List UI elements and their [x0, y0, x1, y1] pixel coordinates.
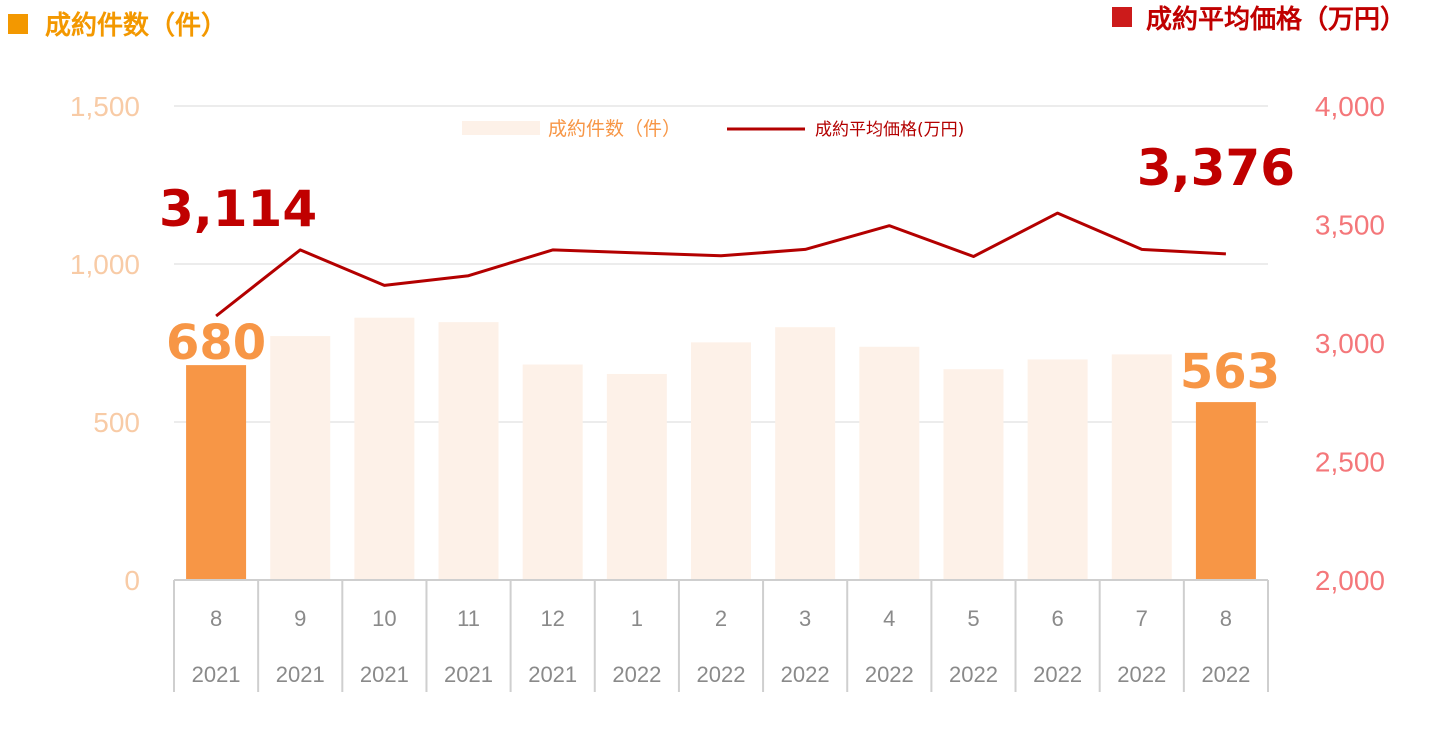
- bar-2: [354, 317, 415, 580]
- category-month-8: 4: [883, 606, 895, 631]
- bar-7: [775, 327, 836, 580]
- category-month-6: 2: [715, 606, 727, 631]
- category-month-12: 8: [1220, 606, 1232, 631]
- category-month-11: 7: [1136, 606, 1148, 631]
- category-month-4: 12: [540, 606, 564, 631]
- category-month-5: 1: [631, 606, 643, 631]
- legend-line-label: 成約平均価格(万円): [815, 120, 964, 140]
- category-year-11: 2022: [1117, 662, 1166, 687]
- bar-8: [859, 346, 920, 580]
- right-tick-label-0: 2,000: [1315, 565, 1385, 596]
- right-axis-ticks: 2,000 2,500 3,000 3,500 4,000: [1315, 91, 1385, 596]
- bar-1: [270, 336, 331, 580]
- legend-bar-label: 成約件数（件）: [548, 118, 681, 140]
- bar-3: [438, 322, 499, 580]
- bar-10: [1027, 359, 1088, 580]
- bar-12: [1195, 402, 1256, 580]
- category-month-1: 9: [294, 606, 306, 631]
- first-bar-value-label: 680: [166, 315, 266, 371]
- bar-11: [1111, 354, 1172, 580]
- right-tick-label-4: 4,000: [1315, 91, 1385, 122]
- right-tick-label-2: 3,000: [1315, 328, 1385, 359]
- category-year-6: 2022: [697, 662, 746, 687]
- category-year-2: 2021: [360, 662, 409, 687]
- line-series: [215, 211, 1227, 318]
- bar-6: [691, 342, 751, 580]
- category-year-1: 2021: [276, 662, 325, 687]
- category-year-3: 2021: [444, 662, 493, 687]
- bar-5: [606, 373, 667, 580]
- category-year-4: 2021: [528, 662, 577, 687]
- category-month-0: 8: [210, 606, 222, 631]
- bar-9: [943, 369, 1004, 580]
- first-line-value-label: 3,114: [159, 180, 317, 238]
- left-axis-title: 成約件数（件）: [45, 10, 227, 41]
- category-month-3: 11: [457, 606, 480, 631]
- left-tick-label-2: 1,000: [70, 249, 140, 280]
- category-year-7: 2022: [781, 662, 830, 687]
- category-month-10: 6: [1051, 606, 1063, 631]
- right-header-swatch: [1112, 7, 1132, 27]
- left-header-swatch: [8, 14, 28, 34]
- category-month-9: 5: [967, 606, 979, 631]
- category-month-7: 3: [799, 606, 811, 631]
- left-tick-label-3: 1,500: [70, 91, 140, 122]
- left-tick-label-0: 0: [124, 565, 140, 596]
- last-bar-value-label: 563: [1180, 344, 1280, 400]
- bar-series: [186, 317, 1256, 580]
- category-year-9: 2022: [949, 662, 998, 687]
- legend-bar-swatch: [462, 121, 540, 135]
- right-tick-label-1: 2,500: [1315, 447, 1385, 478]
- category-year-10: 2022: [1033, 662, 1082, 687]
- left-tick-label-1: 500: [93, 407, 140, 438]
- right-tick-label-3: 3,500: [1315, 210, 1385, 241]
- category-year-5: 2022: [612, 662, 661, 687]
- right-axis-title: 成約平均価格（万円）: [1146, 4, 1406, 35]
- category-year-0: 2021: [192, 662, 241, 687]
- last-line-value-label: 3,376: [1137, 139, 1295, 197]
- left-axis-ticks: 0 500 1,000 1,500: [70, 91, 140, 596]
- category-year-8: 2022: [865, 662, 914, 687]
- category-axis: 8 2021 9 2021 10 2021 11 2021 12 2021 1 2022 2 2022 3 2…: [173, 579, 1269, 692]
- legend: 成約件数（件） 成約平均価格(万円): [462, 118, 964, 140]
- bar-4: [522, 364, 583, 580]
- category-month-2: 10: [372, 606, 396, 631]
- category-year-12: 2022: [1201, 662, 1250, 687]
- bar-0: [186, 365, 247, 580]
